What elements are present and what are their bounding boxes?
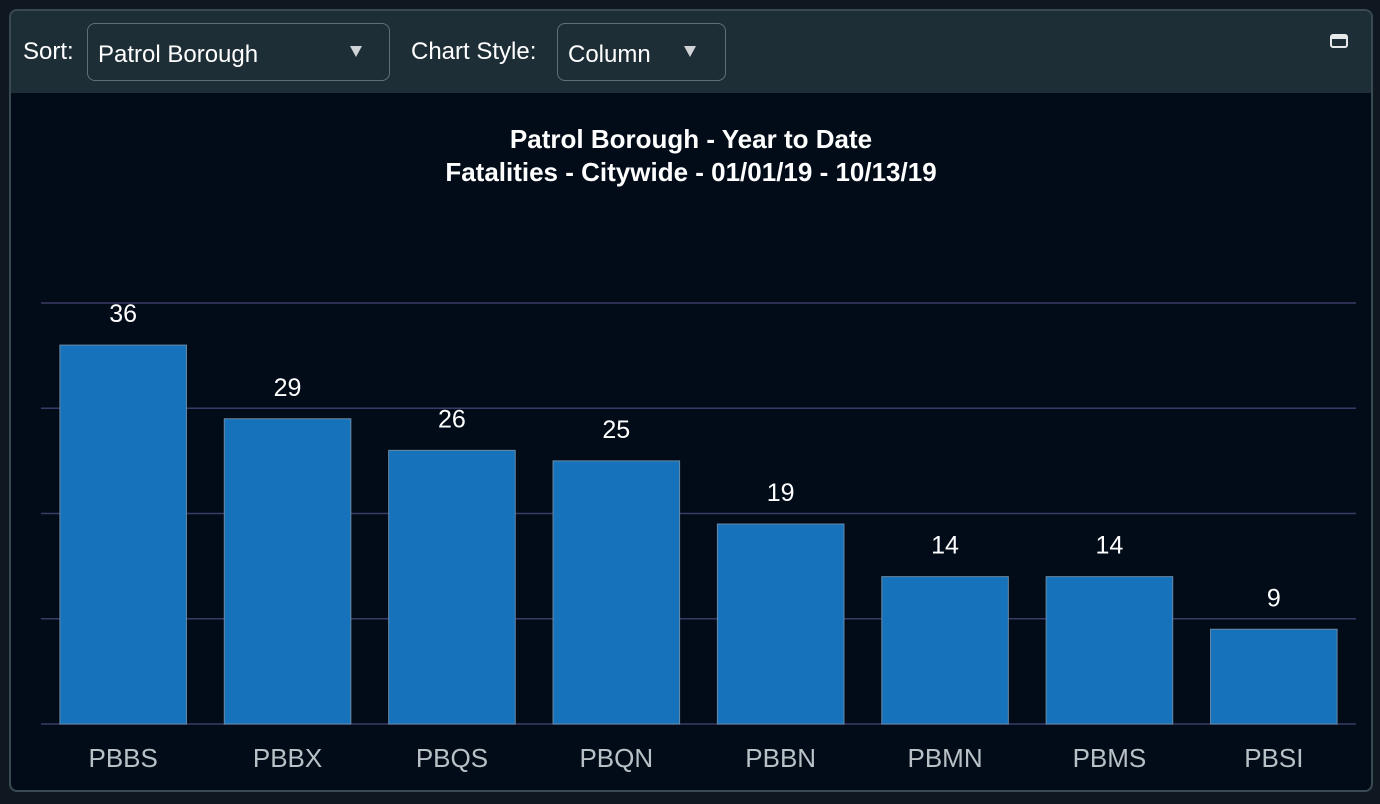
chevron-down-icon [684,46,696,57]
data-label: 25 [602,416,630,444]
bar [223,418,352,725]
data-label: 14 [931,532,959,560]
data-label: 29 [274,374,302,402]
bar [59,344,187,725]
sort-select-value: Patrol Borough [98,41,259,68]
data-label: 36 [109,300,137,328]
data-label: 9 [1267,584,1281,612]
data-label: 14 [1096,532,1124,560]
x-tick-label: PBSI [1244,743,1303,773]
x-tick-label: PBQS [416,743,488,773]
bar-chart: 36 PBBS 29 PBBX 26 PBQS 25 PBQN 19 PBBN 14 PBMN 14 PB… [41,300,1356,773]
chart-toolbar: Sort: Patrol Borough Chart Style: Column [11,11,1371,93]
chart-title: Patrol Borough - Year to Date [509,124,873,154]
x-tick-label: PBBX [253,743,322,773]
bar [388,449,516,725]
chart-subtitle: Fatalities - Citywide - 01/01/19 - 10/13… [445,157,937,187]
data-label: 26 [438,405,466,433]
chart-style-select-value: Column [568,41,651,68]
x-tick-label: PBMN [908,743,983,773]
chart-style-select[interactable]: Column [557,23,726,81]
x-tick-label: PBQN [579,743,653,773]
sort-label: Sort: [23,38,74,65]
x-tick-label: PBBS [89,743,158,773]
chevron-down-icon [350,46,362,57]
x-tick-label: PBMS [1073,743,1147,773]
chart-panel: Sort: Patrol Borough Chart Style: Column… [9,9,1373,792]
bar [881,576,1009,725]
bar [552,460,681,725]
bar [1210,628,1338,725]
bar [716,523,845,725]
chart-style-label: Chart Style: [411,38,537,65]
sort-select[interactable]: Patrol Borough [87,23,390,81]
data-label: 19 [767,479,795,507]
bar [1045,576,1174,725]
x-tick-label: PBBN [745,743,816,773]
maximize-window-icon[interactable] [1330,34,1348,48]
